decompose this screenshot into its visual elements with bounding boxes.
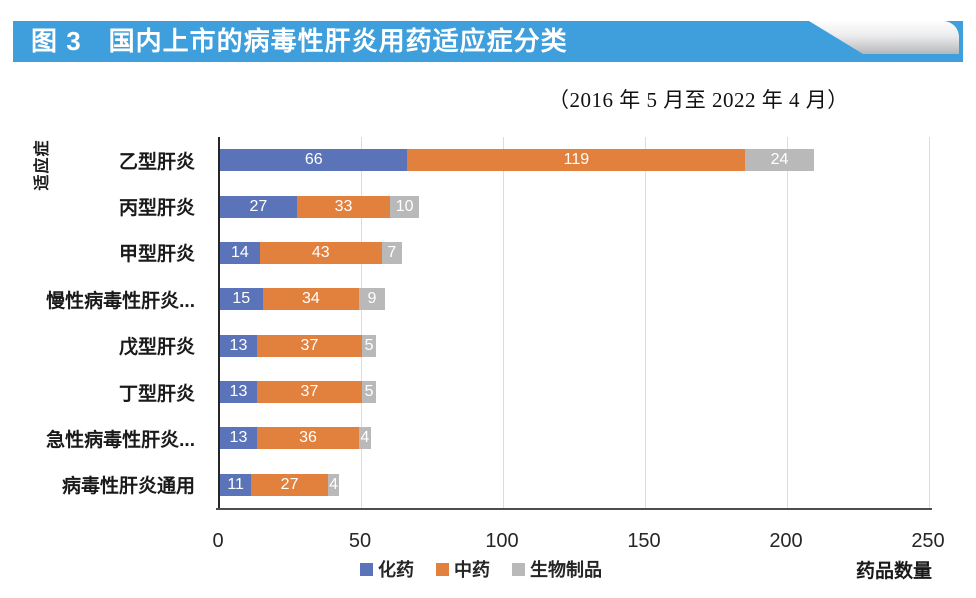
header-swoosh-decoration: [809, 21, 959, 54]
legend-item-生物制品: 生物制品: [512, 556, 602, 582]
gridline-150: [645, 137, 646, 508]
x-axis-ticks: 0 50 100 150 200 250: [212, 530, 944, 554]
bar-segment-化药: 15: [220, 288, 263, 311]
x-tick-label-200: 200: [769, 530, 803, 552]
stacked-bar: 15 34 9: [220, 288, 385, 311]
bar-segment-化药: 13: [220, 427, 257, 450]
bar-row: 13 36 4: [220, 415, 930, 461]
bar-segment-化药: 14: [220, 241, 260, 264]
bar-segment-化药: 66: [220, 149, 408, 172]
category-label: 丙型肝炎: [118, 198, 195, 220]
category-label: 慢性病毒性肝炎...: [46, 290, 195, 312]
legend-label: 化药: [378, 560, 414, 580]
bar-segment-中药: 33: [296, 195, 391, 218]
bar-segment-中药: 119: [407, 149, 746, 172]
bar-row: 13 37 5: [220, 323, 930, 369]
legend-label: 生物制品: [530, 560, 602, 580]
bar-segment-生物制品: 9: [359, 288, 385, 311]
bar-segment-中药: 34: [262, 288, 360, 311]
stacked-bar: 14 43 7: [220, 241, 402, 264]
bar-rows: 66 119 24 27 33 10 14 43 7 15 34 9 13 37 5 13 37 5 13 36 4 11…: [220, 137, 930, 508]
x-tick-label-0: 0: [212, 530, 224, 552]
bar-segment-中药: 36: [256, 427, 360, 450]
bar-row: 27 33 10: [220, 183, 930, 229]
plot-area: 66 119 24 27 33 10 14 43 7 15 34 9 13 37 5 13 37 5 13 36 4 11…: [216, 137, 932, 510]
bar-row: 15 34 9: [220, 276, 930, 322]
legend-label: 中药: [454, 560, 490, 580]
legend-item-化药: 化药: [360, 556, 414, 582]
category-label: 丁型肝炎: [118, 383, 195, 405]
bar-segment-中药: 37: [256, 334, 362, 357]
legend: 化药 中药 生物制品: [360, 556, 602, 582]
bar-segment-中药: 27: [251, 473, 328, 496]
stacked-bar: 27 33 10: [220, 195, 419, 218]
stacked-bar: 13 36 4: [220, 427, 371, 450]
bar-segment-化药: 27: [220, 195, 297, 218]
figure-title: 图 3 国内上市的病毒性肝炎用药适应症分类: [31, 26, 568, 56]
bar-segment-化药: 13: [220, 334, 257, 357]
gridline-50: [361, 137, 362, 508]
bar-segment-生物制品: 4: [327, 473, 340, 496]
x-axis-unit-label: 药品数量: [856, 561, 933, 582]
category-axis-labels: 乙型肝炎丙型肝炎甲型肝炎慢性病毒性肝炎... 戊型肝炎丁型肝炎急性病毒性肝炎...…: [0, 137, 206, 508]
bar-segment-中药: 37: [256, 381, 362, 404]
bar-row: 13 37 5: [220, 369, 930, 415]
category-label: 病毒性肝炎通用: [61, 476, 195, 498]
stacked-bar: 13 37 5: [220, 381, 377, 404]
bar-row: 14 43 7: [220, 230, 930, 276]
bar-segment-生物制品: 10: [390, 195, 419, 218]
stacked-bar: 66 119 24: [220, 149, 814, 172]
bar-row: 66 119 24: [220, 137, 930, 183]
legend-swatch-icon: [512, 562, 525, 576]
stacked-bar: 11 27 4: [220, 473, 340, 496]
x-tick-label-100: 100: [485, 530, 519, 552]
gridline-250: [929, 137, 930, 508]
category-label: 甲型肝炎: [118, 244, 195, 266]
x-tick-label-250: 250: [911, 530, 945, 552]
bar-segment-化药: 13: [220, 381, 257, 404]
gridline-200: [787, 137, 788, 508]
bar-segment-生物制品: 4: [359, 427, 371, 450]
bar-segment-中药: 43: [259, 241, 382, 264]
figure-title-bar: 图 3 国内上市的病毒性肝炎用药适应症分类: [13, 21, 963, 62]
stacked-bar: 13 37 5: [220, 334, 377, 357]
x-axis-line: [216, 508, 932, 510]
legend-item-中药: 中药: [436, 556, 490, 582]
bar-segment-化药: 11: [220, 473, 252, 496]
category-label: 急性病毒性肝炎...: [46, 429, 195, 451]
gridline-100: [503, 137, 504, 508]
legend-swatch-icon: [436, 562, 449, 576]
bar-segment-生物制品: 5: [361, 334, 377, 357]
bar-segment-生物制品: 7: [381, 241, 402, 264]
bar-segment-生物制品: 24: [745, 149, 814, 172]
legend-swatch-icon: [360, 562, 373, 576]
category-label: 戊型肝炎: [118, 337, 195, 359]
bar-row: 11 27 4: [220, 462, 930, 508]
category-label: 乙型肝炎: [118, 151, 195, 173]
x-tick-label-150: 150: [627, 530, 661, 552]
x-tick-label-50: 50: [348, 530, 372, 552]
date-range-subtitle: （2016 年 5 月至 2022 年 4 月）: [548, 88, 849, 112]
bar-segment-生物制品: 5: [361, 381, 377, 404]
